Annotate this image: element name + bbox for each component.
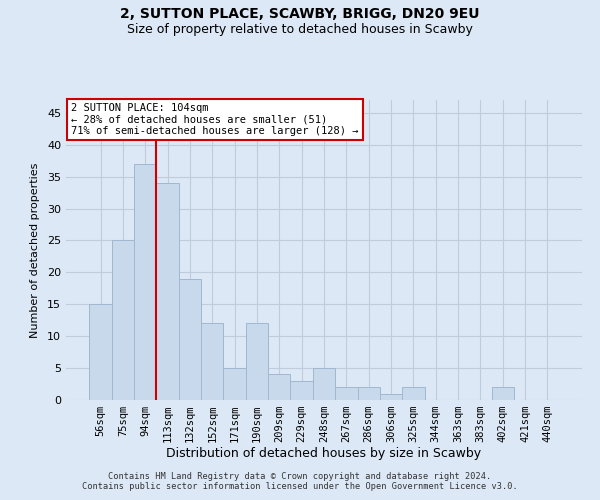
Bar	[112, 240, 134, 400]
Bar	[402, 387, 425, 400]
Bar	[335, 387, 358, 400]
Bar	[134, 164, 157, 400]
Y-axis label: Number of detached properties: Number of detached properties	[30, 162, 40, 338]
Text: Distribution of detached houses by size in Scawby: Distribution of detached houses by size …	[166, 448, 482, 460]
Text: 2, SUTTON PLACE, SCAWBY, BRIGG, DN20 9EU: 2, SUTTON PLACE, SCAWBY, BRIGG, DN20 9EU	[120, 6, 480, 20]
Text: Size of property relative to detached houses in Scawby: Size of property relative to detached ho…	[127, 22, 473, 36]
Bar	[157, 183, 179, 400]
Bar	[358, 387, 380, 400]
Bar	[179, 278, 201, 400]
Bar	[223, 368, 246, 400]
Bar	[268, 374, 290, 400]
Bar	[246, 324, 268, 400]
Bar	[380, 394, 402, 400]
Bar	[491, 387, 514, 400]
Bar	[201, 324, 223, 400]
Bar	[313, 368, 335, 400]
Bar	[290, 381, 313, 400]
Text: Contains HM Land Registry data © Crown copyright and database right 2024.
Contai: Contains HM Land Registry data © Crown c…	[82, 472, 518, 491]
Text: 2 SUTTON PLACE: 104sqm
← 28% of detached houses are smaller (51)
71% of semi-det: 2 SUTTON PLACE: 104sqm ← 28% of detached…	[71, 103, 359, 136]
Bar	[89, 304, 112, 400]
